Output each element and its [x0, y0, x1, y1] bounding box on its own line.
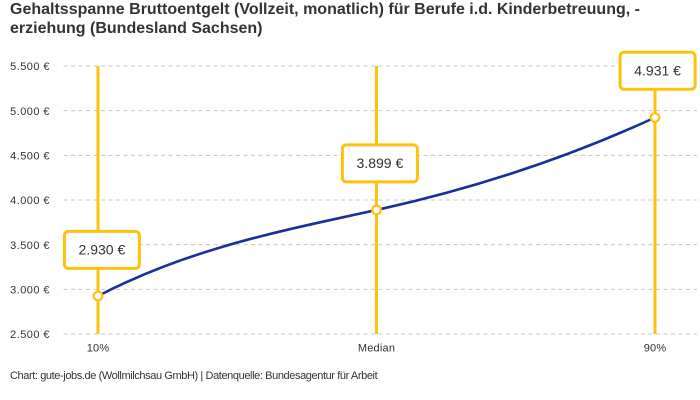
svg-text:3.500 €: 3.500 € [10, 240, 50, 252]
svg-text:3.899 €: 3.899 € [357, 155, 404, 171]
svg-text:Median: Median [358, 342, 395, 354]
svg-text:4.931 €: 4.931 € [634, 63, 681, 79]
svg-text:5.500 €: 5.500 € [10, 61, 50, 73]
svg-text:90%: 90% [644, 342, 667, 354]
svg-text:10%: 10% [87, 342, 110, 354]
svg-text:3.000 €: 3.000 € [10, 285, 50, 297]
svg-text:5.000 €: 5.000 € [10, 106, 50, 118]
svg-text:2.500 €: 2.500 € [10, 329, 50, 341]
svg-text:2.930 €: 2.930 € [79, 242, 126, 258]
svg-text:4.000 €: 4.000 € [10, 195, 50, 207]
svg-text:4.500 €: 4.500 € [10, 151, 50, 163]
